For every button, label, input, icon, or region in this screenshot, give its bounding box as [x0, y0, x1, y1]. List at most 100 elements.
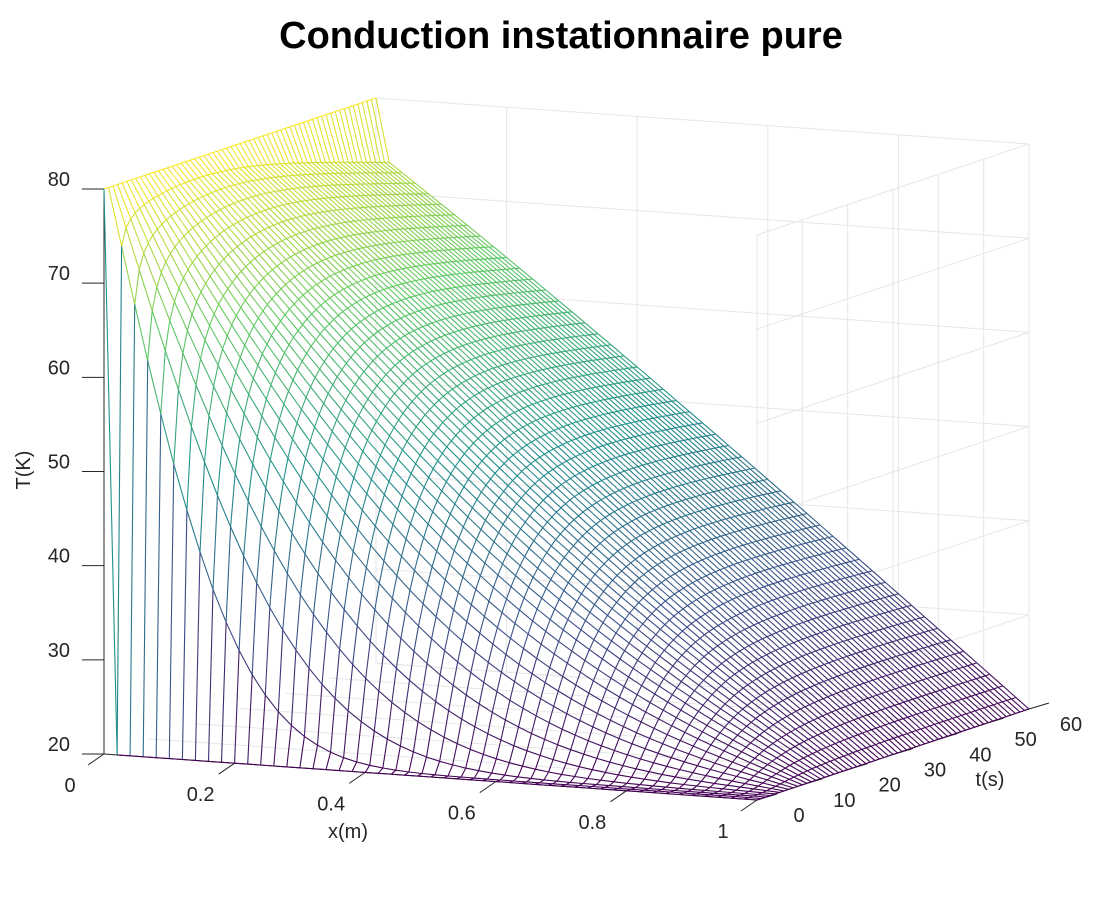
- mesh-line: [278, 204, 284, 207]
- mesh-line: [941, 642, 955, 655]
- mesh-line: [289, 280, 304, 296]
- mesh-line: [406, 441, 421, 456]
- mesh-line: [394, 364, 409, 379]
- mesh-line: [622, 525, 637, 539]
- mesh-line: [284, 128, 299, 164]
- mesh-line: [891, 671, 896, 675]
- mesh-line: [370, 259, 376, 262]
- mesh-line: [875, 742, 881, 746]
- mesh-line: [517, 451, 532, 465]
- mesh-line: [657, 403, 672, 416]
- mesh-line: [738, 670, 753, 683]
- mesh-line: [473, 442, 487, 457]
- mesh-line: [621, 543, 628, 549]
- mesh-line: [564, 378, 579, 392]
- mesh-line: [877, 661, 892, 675]
- mesh-line: [721, 639, 728, 644]
- mesh-line: [436, 321, 450, 335]
- mesh-line: [357, 101, 363, 105]
- mesh-line: [580, 322, 586, 324]
- mesh-line: [394, 229, 409, 242]
- mesh-line: [435, 336, 441, 340]
- mesh-line: [858, 717, 872, 731]
- mesh-line: [759, 711, 766, 716]
- mesh-line: [759, 714, 774, 726]
- mesh-line: [805, 671, 820, 684]
- mesh-line: [374, 172, 389, 184]
- mesh-line: [502, 363, 507, 366]
- mesh-line: [854, 560, 869, 573]
- mesh-line: [401, 495, 416, 511]
- mesh-line: [553, 448, 567, 462]
- mesh-line: [775, 504, 781, 507]
- mesh-line: [721, 518, 727, 521]
- mesh-line: [748, 512, 762, 526]
- mesh-line: [271, 293, 277, 300]
- mesh-line: [531, 421, 546, 436]
- mesh-line: [589, 604, 595, 613]
- mesh-line: [751, 556, 757, 560]
- mesh-line: [623, 504, 629, 508]
- mesh-line: [668, 472, 683, 486]
- mesh-line: [373, 194, 388, 207]
- mesh-line: [700, 464, 715, 478]
- mesh-line: [674, 593, 688, 607]
- mesh-line: [728, 445, 743, 458]
- mesh-line: [349, 221, 364, 234]
- mesh-line: [665, 597, 671, 602]
- mesh-line: [504, 417, 519, 431]
- mesh-line: [460, 272, 466, 275]
- mesh-line: [741, 593, 747, 596]
- mesh-line: [656, 431, 671, 444]
- mesh-line: [798, 623, 813, 637]
- mesh-line: [628, 642, 643, 654]
- mesh-line: [455, 286, 470, 300]
- mesh-line: [949, 670, 963, 684]
- mesh-line: [766, 507, 781, 521]
- mesh-line: [682, 605, 688, 610]
- mesh-line: [811, 650, 816, 654]
- mesh-line: [499, 463, 505, 469]
- mesh-line: [365, 278, 380, 292]
- mesh-line: [810, 667, 816, 671]
- mesh-line: [228, 227, 243, 244]
- mesh-line: [637, 629, 652, 641]
- mesh-line: [449, 214, 464, 227]
- mesh-line: [506, 361, 512, 365]
- mesh-line: [612, 410, 618, 413]
- mesh-line: [668, 486, 674, 490]
- mesh-line: [625, 438, 639, 452]
- mesh-line: [696, 596, 702, 601]
- mesh-line: [590, 387, 605, 401]
- mesh-line: [703, 656, 718, 668]
- mesh-line: [283, 391, 290, 405]
- mesh-line: [235, 371, 250, 395]
- mesh-line: [374, 509, 381, 527]
- mesh-line: [542, 354, 557, 368]
- mesh-line: [815, 650, 830, 664]
- mesh-line: [688, 565, 702, 579]
- mesh-line: [533, 509, 548, 523]
- mesh-line: [299, 251, 314, 266]
- mesh-line: [332, 210, 346, 223]
- mesh-line: [616, 601, 630, 614]
- mesh-line: [288, 344, 303, 362]
- mesh-line: [530, 329, 544, 342]
- mesh-line: [503, 491, 517, 505]
- mesh-line: [813, 717, 819, 721]
- mesh-line: [398, 240, 404, 243]
- mesh-line: [471, 236, 485, 248]
- mesh-line: [449, 331, 455, 335]
- mesh-line: [349, 435, 364, 452]
- mesh-line: [707, 538, 712, 542]
- mesh-line: [830, 726, 836, 730]
- mesh-line: [405, 282, 420, 296]
- mesh-line: [746, 701, 753, 706]
- mesh-line: [283, 189, 298, 203]
- mesh-line: [718, 459, 724, 462]
- mesh-line: [754, 589, 769, 603]
- mesh-line: [526, 441, 532, 446]
- mesh-line: [844, 706, 859, 719]
- mesh-line: [787, 697, 801, 710]
- mesh-line: [354, 207, 369, 220]
